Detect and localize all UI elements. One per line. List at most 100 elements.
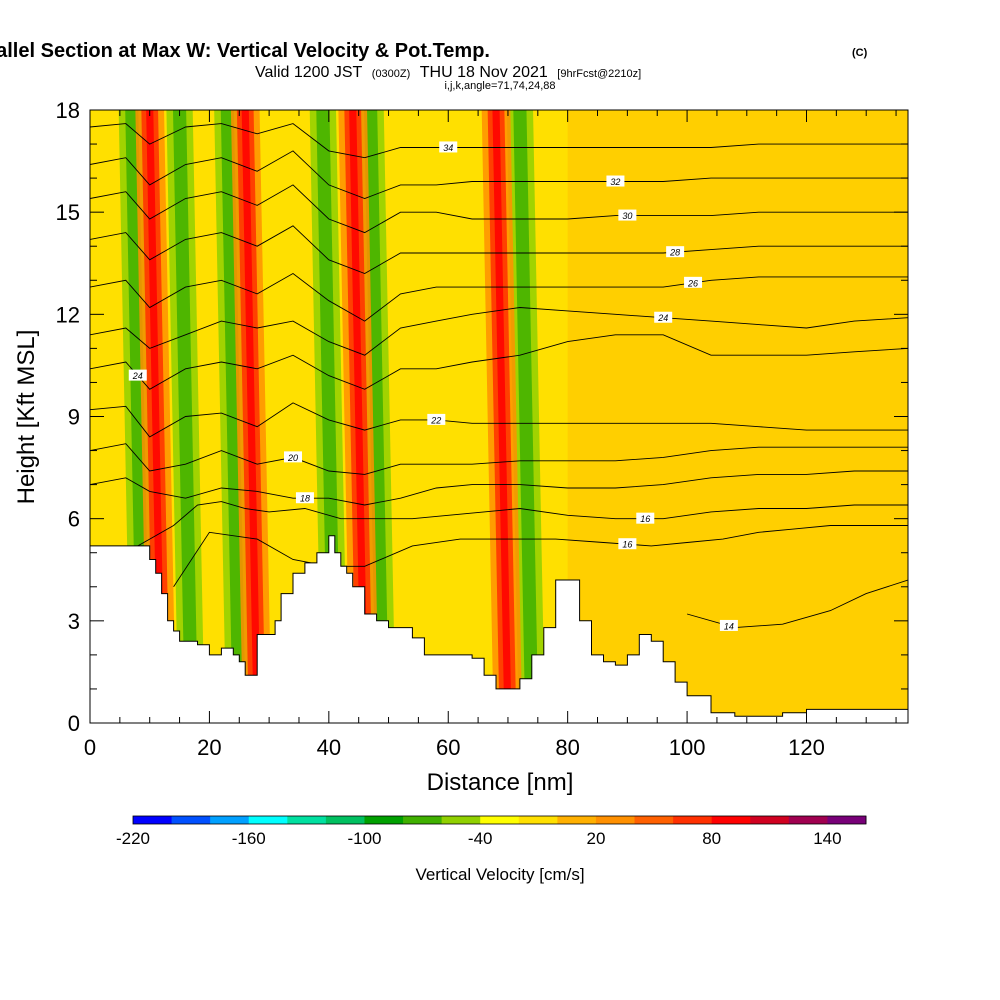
contour-label-bg <box>666 246 685 258</box>
copyright-mark: (C) <box>852 47 868 59</box>
colorbar-swatch <box>595 816 636 824</box>
colorbar-frame <box>132 815 867 825</box>
y-tick-label: 12 <box>56 302 80 327</box>
theta-contour-16 <box>173 525 908 588</box>
contour-label-bg <box>654 311 673 323</box>
colorbar: -220 -160 -100 -40 20 80 140 <box>116 815 867 848</box>
velocity-field <box>118 110 908 723</box>
section-params: i,j,k,angle=71,74,24,88 <box>444 80 555 92</box>
colorbar-swatch <box>673 816 713 824</box>
colorbar-swatch <box>788 816 828 824</box>
contour-label: 22 <box>430 415 441 425</box>
colorbar-tick-label: -160 <box>232 829 266 848</box>
colorbar-swatch <box>133 816 173 824</box>
y-tick-label: 0 <box>68 711 80 736</box>
colorbar-swatch <box>557 816 597 824</box>
contour-label-bg <box>128 369 147 381</box>
valid-date: THU 18 Nov 2021 <box>420 64 548 81</box>
chart-title: Wind-Parallel Section at Max W: Vertical… <box>0 40 490 62</box>
theta-contour-34 <box>90 123 908 159</box>
colorbar-tick-label: 20 <box>586 829 605 848</box>
contour-label-bg <box>439 141 458 153</box>
x-tick-label: 20 <box>197 735 221 760</box>
x-tick-label: 40 <box>317 735 341 760</box>
colorbar-tick-label: 140 <box>813 829 841 848</box>
forecast-info: [9hrFcst@2210z] <box>557 68 641 80</box>
contour-label: 24 <box>132 371 143 381</box>
updraft-peak-2 <box>349 110 369 723</box>
colorbar-swatch <box>711 816 751 824</box>
contour-label-bg <box>636 512 655 524</box>
x-axis-title: Distance [nm] <box>427 769 574 796</box>
colorbar-swatch <box>210 816 250 824</box>
colorbar-tick-label: 80 <box>702 829 721 848</box>
updraft-peak-3 <box>492 110 512 723</box>
colorbar-swatch <box>287 816 327 824</box>
x-tick-label: 0 <box>84 735 96 760</box>
contour-label-bg <box>719 619 738 631</box>
colorbar-swatch <box>364 816 404 824</box>
contour-label: 30 <box>622 211 632 221</box>
contour-label: 32 <box>610 177 620 187</box>
theta-contour-24 <box>90 307 908 356</box>
colorbar-title: Vertical Velocity [cm/s] <box>415 865 584 884</box>
contour-label-bg <box>618 538 637 550</box>
x-tick-label: 120 <box>788 735 825 760</box>
theta-contour-16 <box>125 501 908 554</box>
contour-label: 14 <box>724 621 734 631</box>
contour-label: 20 <box>287 453 298 463</box>
chart-subtitle: Valid 1200 JST (0300Z) THU 18 Nov 2021 [… <box>255 64 641 81</box>
y-tick-label: 18 <box>56 98 80 123</box>
colorbar-tick-label: -100 <box>347 829 381 848</box>
contour-label-bg <box>606 175 625 187</box>
updraft-peak-0 <box>146 110 166 723</box>
y-tick-label: 9 <box>68 405 80 430</box>
contour-label: 28 <box>669 248 680 258</box>
y-tick-label: 3 <box>68 609 80 634</box>
updraft-peak-1 <box>241 110 261 723</box>
contour-label-bg <box>618 209 637 221</box>
theta-contour-26 <box>90 272 908 322</box>
contour-label-bg <box>427 413 446 425</box>
contour-label-bg <box>284 451 303 463</box>
colorbar-swatch <box>248 816 288 824</box>
theta-contour-24 <box>90 334 908 390</box>
theta-contour-32 <box>90 150 908 199</box>
colorbar-swatch <box>827 816 867 824</box>
downdraft-core-5 <box>513 110 539 723</box>
colorbar-tick-label: -40 <box>468 829 493 848</box>
weak-updraft-region <box>567 110 908 723</box>
utc-time: (0300Z) <box>372 68 411 80</box>
contour-label: 26 <box>687 278 698 288</box>
x-tick-label: 80 <box>555 735 579 760</box>
colorbar-swatch <box>403 816 443 824</box>
contour-label: 34 <box>443 143 453 153</box>
contour-label: 18 <box>300 494 310 504</box>
y-axis-title: Height [Kft MSL] <box>13 330 40 505</box>
colorbar-swatch <box>518 816 558 824</box>
terrain <box>90 535 908 723</box>
contour-label: 16 <box>622 540 632 550</box>
contour-labels: 14 16 16 18 20 22 24 24 26 28 30 32 34 <box>128 141 738 631</box>
x-axis: 0 20 40 60 80 100 120 <box>84 110 897 760</box>
colorbar-swatch <box>441 816 481 824</box>
colorbar-swatch <box>325 816 365 824</box>
contour-label-bg <box>684 276 703 288</box>
colorbar-swatch <box>480 816 520 824</box>
colorbar-swatch <box>750 816 790 824</box>
y-tick-label: 6 <box>68 507 80 532</box>
plot-area: 14 16 16 18 20 22 24 24 26 28 30 32 34 <box>90 110 908 723</box>
theta-contour-20 <box>90 443 908 475</box>
y-tick-label: 15 <box>56 200 80 225</box>
contour-label-bg <box>295 492 314 504</box>
x-tick-label: 100 <box>669 735 706 760</box>
valid-time: Valid 1200 JST <box>255 64 363 81</box>
colorbar-swatch <box>171 816 211 824</box>
colorbar-tick-label: -220 <box>116 829 150 848</box>
y-axis: 0 3 6 9 12 15 18 <box>56 98 908 736</box>
colorbar-swatch <box>634 816 674 824</box>
downdraft-core-2 <box>220 110 246 723</box>
downdraft-core-4 <box>364 110 390 723</box>
x-tick-label: 60 <box>436 735 460 760</box>
